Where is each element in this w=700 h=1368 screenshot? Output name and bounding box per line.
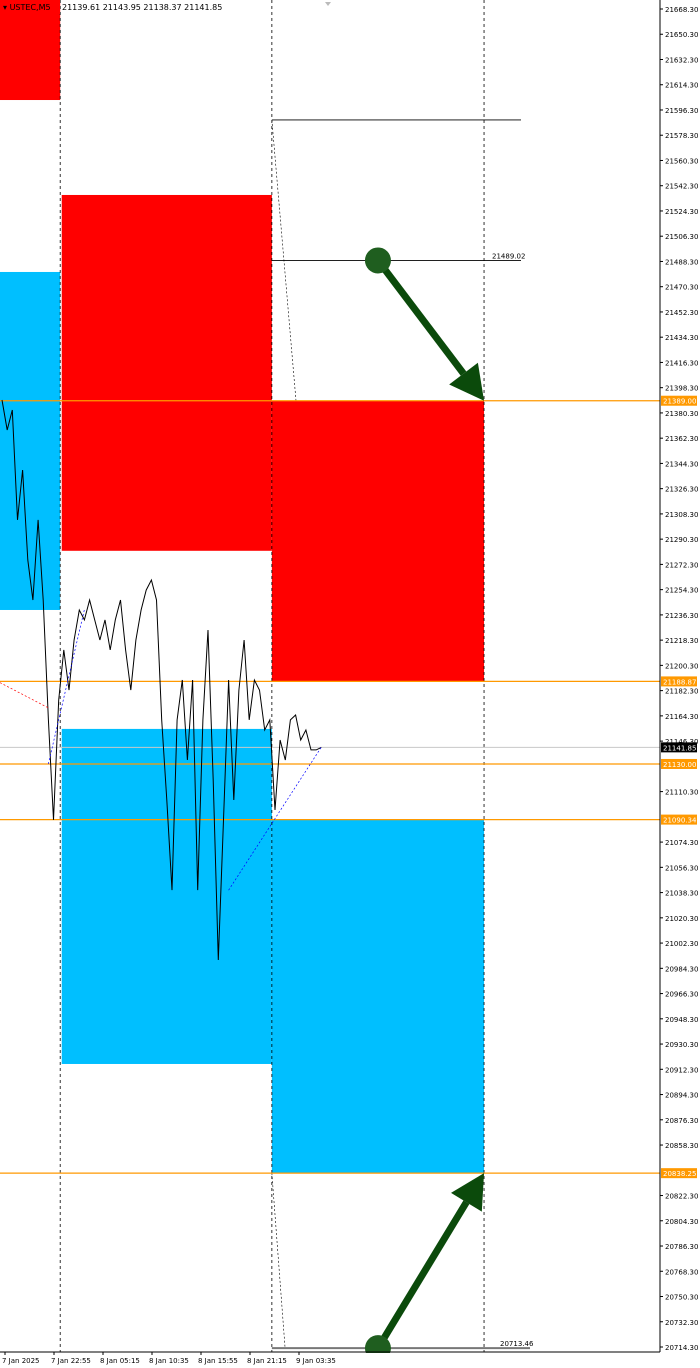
arrow-origin-dot [364,247,391,274]
x-tick-label: 9 Jan 03:35 [296,1357,336,1365]
target-label: 21489.02 [492,252,525,260]
time-axis [0,1353,700,1368]
y-tick-label: 20966.30 [665,991,698,999]
y-tick-label: 21560.30 [665,157,698,165]
level-price-tag [661,814,697,825]
y-tick-label: 21236.30 [665,612,698,620]
y-tick-label: 21308.30 [665,511,698,519]
symbol-dropdown[interactable]: ▾ USTEC,M5 [0,0,60,14]
level-price-tag [661,758,697,769]
supply-zone [271,400,485,682]
level-price-label: 21130.00 [663,761,696,769]
y-tick-label: 20822.30 [665,1193,698,1201]
y-tick-label: 21344.30 [665,460,698,468]
y-tick-label: 21668.30 [665,6,698,14]
arrow-shaft [374,1200,470,1350]
current-price-tag [661,742,697,753]
y-tick-label: 21056.30 [665,864,698,872]
arrow-shaft [375,258,467,376]
y-tick-label: 20930.30 [665,1041,698,1049]
y-tick-label: 21182.30 [665,688,698,696]
y-tick-label: 20732.30 [665,1319,698,1327]
y-tick-label: 21146.30 [665,738,698,746]
demand-zone [61,728,272,1064]
x-tick-label: 8 Jan 21:15 [247,1357,287,1365]
y-tick-label: 21362.30 [665,435,698,443]
demand-zone [271,819,485,1174]
y-tick-label: 21020.30 [665,915,698,923]
level-price-tag [661,1168,697,1179]
current-price-label: 21141.85 [663,744,696,752]
y-tick-label: 21506.30 [665,233,698,241]
y-tick-label: 21650.30 [665,31,698,39]
y-tick-label: 20858.30 [665,1142,698,1150]
x-tick-label: 8 Jan 15:55 [198,1357,238,1365]
arrow-head-icon [449,362,485,401]
y-tick-label: 21416.30 [665,359,698,367]
y-tick-label: 20876.30 [665,1117,698,1125]
level-price-tag [661,676,697,687]
demand-zone [0,271,61,610]
supply-zone [61,194,272,551]
y-tick-label: 21272.30 [665,561,698,569]
y-tick-label: 21596.30 [665,107,698,115]
y-tick-label: 20894.30 [665,1092,698,1100]
y-tick-label: 21488.30 [665,258,698,266]
y-tick-label: 21002.30 [665,940,698,948]
y-tick-label: 21452.30 [665,309,698,317]
y-tick-label: 21200.30 [665,662,698,670]
y-tick-label: 21164.30 [665,713,698,721]
y-tick-label: 21542.30 [665,183,698,191]
x-tick-label: 8 Jan 05:15 [100,1357,140,1365]
y-tick-label: 21578.30 [665,132,698,140]
y-tick-label: 20912.30 [665,1066,698,1074]
y-tick-label: 21380.30 [665,410,698,418]
scroll-marker-icon [325,2,331,6]
chart-header: ▾ USTEC,M5 21139.61 21143.95 21138.37 21… [0,0,222,14]
symbol-label: USTEC,M5 [9,2,51,12]
target-label: 20713.46 [500,1340,534,1348]
level-price-label: 20838.25 [663,1170,696,1178]
x-tick-label: 7 Jan 2025 [2,1357,40,1365]
zigzag-line [48,609,85,765]
y-tick-label: 20984.30 [665,965,698,973]
zigzag-line [228,746,322,891]
y-tick-label: 20786.30 [665,1243,698,1251]
arrow-head-icon [451,1173,485,1212]
price-line [1,399,322,961]
level-price-tag [661,395,697,406]
y-tick-label: 21218.30 [665,637,698,645]
x-tick-label: 7 Jan 22:55 [51,1357,91,1365]
y-tick-label: 21470.30 [665,284,698,292]
y-tick-label: 20750.30 [665,1294,698,1302]
y-tick-label: 21110.30 [665,789,698,797]
y-tick-label: 21524.30 [665,208,698,216]
y-tick-label: 20714.30 [665,1344,698,1352]
level-price-label: 21090.34 [663,817,697,825]
y-tick-label: 21632.30 [665,56,698,64]
y-tick-label: 21398.30 [665,385,698,393]
supply-zone [0,0,61,101]
level-price-label: 21389.00 [663,398,696,406]
x-tick-label: 8 Jan 10:35 [149,1357,189,1365]
zigzag-line [0,682,49,709]
y-tick-label: 21074.30 [665,839,698,847]
y-tick-label: 21038.30 [665,890,698,898]
y-tick-label: 21290.30 [665,536,698,544]
y-tick-label: 21614.30 [665,82,698,90]
y-tick-label: 20768.30 [665,1268,698,1276]
y-tick-label: 21326.30 [665,486,698,494]
ohlc-readout: 21139.61 21143.95 21138.37 21141.85 [62,2,223,12]
projection-line [271,1173,286,1348]
y-tick-label: 20804.30 [665,1218,698,1226]
level-price-label: 21188.87 [663,678,696,686]
y-tick-label: 20948.30 [665,1016,698,1024]
y-tick-label: 21434.30 [665,334,698,342]
y-tick-label: 21254.30 [665,587,698,595]
